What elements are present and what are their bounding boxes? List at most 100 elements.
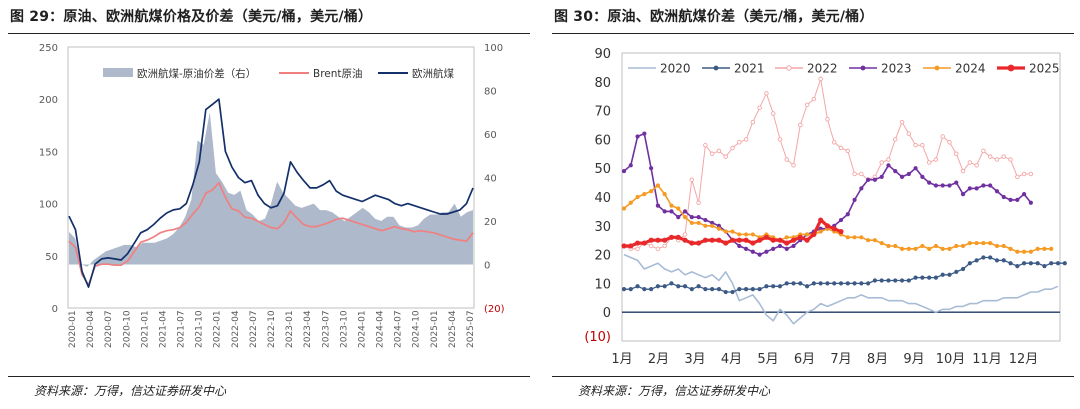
x-month-label: 2月 [648, 352, 669, 367]
data-point [757, 105, 762, 110]
data-point [737, 140, 742, 145]
data-point [730, 145, 735, 151]
legend-label-brent: Brent原油 [313, 67, 363, 80]
data-point [906, 246, 911, 251]
data-point [811, 231, 817, 238]
x-month-label: 12月 [1009, 352, 1039, 367]
data-point [960, 168, 966, 174]
data-point [804, 232, 810, 237]
data-point [695, 240, 702, 246]
data-point [825, 281, 830, 286]
data-point [743, 237, 749, 243]
data-point [682, 209, 688, 214]
data-point [906, 131, 912, 136]
x-tick-label: 2023-10 [339, 310, 349, 348]
data-point [974, 186, 979, 191]
data-point [913, 275, 918, 280]
data-point [852, 235, 857, 240]
data-point [906, 278, 911, 283]
legend-label: 2020 [660, 62, 691, 76]
legend-marker [786, 65, 792, 71]
data-point [893, 168, 898, 174]
x-tick-label: 2025-01 [430, 310, 440, 348]
data-point [784, 240, 790, 246]
data-point [655, 246, 661, 252]
x-month-label: 5月 [757, 352, 778, 367]
data-point [818, 76, 823, 82]
data-point [662, 209, 667, 214]
data-point [859, 281, 864, 286]
data-point [669, 209, 674, 214]
data-point [621, 168, 627, 174]
right-source-note: 资料来源：万得，信达证券研发中心 [578, 384, 771, 398]
data-point [988, 240, 993, 246]
data-point [954, 243, 959, 249]
left-legend: 欧洲航煤-原油价差（右） Brent原油 欧洲航煤 [103, 67, 454, 80]
data-point [1008, 261, 1013, 266]
data-point [784, 281, 789, 286]
data-point [838, 217, 844, 223]
x-month-label: 11月 [972, 352, 1002, 367]
data-point [682, 237, 688, 243]
data-point [933, 157, 939, 162]
y-right-tick-label: 100 [484, 43, 503, 54]
data-point [824, 223, 831, 229]
data-point [804, 284, 810, 289]
data-point [845, 235, 850, 240]
data-point [831, 226, 837, 232]
data-point [1008, 197, 1013, 202]
data-point [743, 287, 749, 292]
data-point [1021, 192, 1027, 197]
data-point [940, 246, 945, 251]
data-point [913, 166, 918, 171]
data-point [981, 183, 986, 188]
data-point [729, 237, 736, 243]
x-tick-label: 2023-07 [321, 310, 331, 348]
series-brent-line [68, 181, 474, 286]
data-point [1035, 246, 1040, 251]
data-point [662, 243, 667, 249]
data-point [1001, 243, 1006, 249]
data-point [730, 289, 735, 295]
data-point [736, 237, 742, 243]
data-point [974, 258, 979, 263]
x-tick-label: 2021-04 [158, 310, 168, 348]
x-month-label: 9月 [903, 352, 924, 367]
data-point [838, 228, 844, 235]
data-point [811, 96, 817, 102]
data-point [757, 252, 762, 257]
legend-label: 2021 [734, 62, 765, 76]
data-point [764, 284, 769, 289]
data-point [791, 243, 796, 249]
data-point [621, 206, 627, 211]
data-point [838, 281, 844, 286]
data-point [648, 237, 654, 243]
data-point [994, 189, 1000, 194]
x-tick-label: 2025-07 [466, 310, 476, 348]
data-point [947, 246, 952, 251]
data-point [994, 258, 1000, 263]
legend-label-spread: 欧洲航煤-原油价差（右） [137, 67, 256, 80]
data-point [947, 272, 952, 277]
x-month-label: 6月 [794, 352, 815, 367]
data-point [689, 220, 694, 226]
data-point [662, 237, 668, 243]
data-point [1049, 261, 1054, 266]
data-point [791, 281, 796, 286]
data-point [988, 255, 993, 260]
data-point [635, 134, 640, 139]
data-point [906, 171, 911, 177]
data-point [845, 148, 851, 154]
y-tick-label: 20 [594, 249, 611, 264]
data-point [852, 197, 857, 202]
data-point [703, 142, 708, 148]
data-point [770, 237, 776, 243]
data-point [710, 287, 715, 292]
data-point [737, 232, 742, 237]
data-point [642, 131, 647, 136]
data-point [716, 287, 722, 292]
data-point [757, 287, 762, 292]
series-2021 [621, 255, 1067, 295]
legend-label: 2025 [1029, 62, 1060, 76]
left-figure: 图 29：原油、欧洲航煤价格及价差（美元/桶，美元/桶） 0 50 100 150 20… [0, 0, 536, 409]
